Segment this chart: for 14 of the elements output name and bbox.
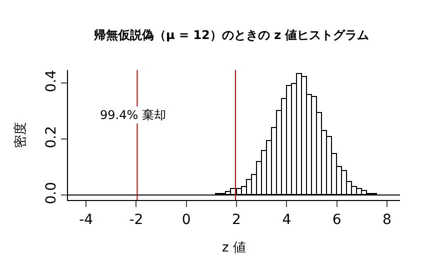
x-tick-label: -2 <box>129 212 144 228</box>
x-axis-title: z 値 <box>222 240 246 256</box>
x-tick-label: 2 <box>232 212 241 228</box>
y-axis-title: 密度 <box>12 122 28 148</box>
x-tick-label: 0 <box>182 212 191 228</box>
x-tick-label: 6 <box>332 212 342 228</box>
x-tick-label: 8 <box>382 212 392 228</box>
y-tick-label: 0.0 <box>43 182 60 204</box>
chart-title: 帰無仮説偽（μ = 12）のときの z 値ヒストグラム <box>92 28 370 42</box>
x-tick-label: 4 <box>282 212 292 228</box>
annotation: 99.4% 棄却 <box>100 108 166 122</box>
x-tick-label: -4 <box>79 212 94 228</box>
y-tick-label: 0.4 <box>43 70 60 92</box>
y-tick-label: 0.2 <box>43 126 60 148</box>
